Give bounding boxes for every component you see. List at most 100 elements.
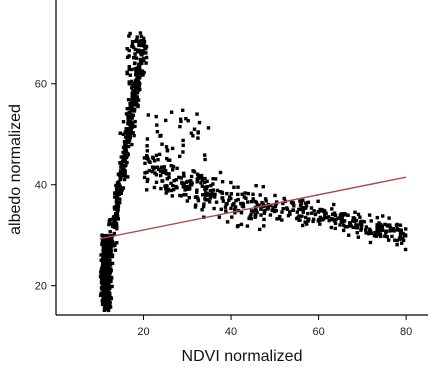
data-point [342, 228, 346, 233]
data-point [249, 212, 253, 217]
data-point [126, 116, 130, 120]
data-point [385, 235, 389, 239]
data-point [239, 222, 244, 227]
data-point [102, 254, 106, 258]
data-point [221, 199, 225, 203]
data-point [196, 173, 200, 178]
data-point [362, 220, 366, 224]
data-point [108, 263, 113, 267]
data-point [105, 277, 109, 281]
data-point [137, 62, 141, 66]
data-point [132, 61, 137, 66]
data-point [217, 215, 221, 219]
data-point [145, 137, 150, 141]
data-point [135, 89, 139, 93]
data-point [275, 217, 279, 221]
data-point [194, 203, 198, 207]
data-point [359, 226, 364, 230]
y-axis-label: albedo normalized [7, 104, 24, 235]
data-point [220, 180, 225, 184]
data-point [112, 205, 117, 209]
data-point [249, 199, 254, 204]
data-point [131, 45, 136, 50]
data-point [347, 233, 351, 237]
data-point [282, 196, 286, 201]
data-point [130, 43, 135, 47]
data-point [130, 91, 134, 95]
data-point [354, 226, 359, 230]
data-point [383, 222, 387, 227]
data-point [168, 158, 172, 162]
data-point [105, 262, 110, 266]
data-point [189, 183, 194, 187]
x-tick-label: 80 [400, 326, 412, 338]
data-point [114, 183, 118, 188]
data-point [395, 228, 399, 232]
data-point [136, 103, 140, 108]
data-point [130, 142, 134, 147]
data-point [274, 209, 278, 213]
data-point [134, 99, 138, 103]
data-point [105, 246, 109, 250]
data-point [364, 228, 368, 232]
data-point [128, 31, 132, 36]
data-point [113, 214, 117, 219]
data-point [311, 219, 315, 224]
data-point [196, 176, 201, 181]
data-point [144, 55, 149, 60]
data-point [153, 171, 157, 175]
data-point [140, 69, 145, 73]
data-point [306, 211, 310, 216]
data-point [111, 217, 115, 221]
data-point [354, 223, 358, 227]
data-point [196, 131, 200, 135]
data-point [139, 34, 144, 39]
data-point [143, 171, 147, 175]
data-point [165, 177, 169, 181]
data-point [134, 78, 139, 82]
data-point [195, 180, 199, 184]
data-point [127, 82, 131, 86]
data-point [179, 117, 183, 121]
data-point [187, 184, 191, 189]
data-point [339, 218, 344, 222]
data-point [351, 219, 355, 223]
data-point [343, 212, 348, 217]
data-point [311, 217, 316, 221]
data-point [303, 220, 307, 224]
data-point [137, 42, 141, 46]
data-point [393, 238, 397, 242]
data-point [262, 211, 267, 215]
data-point [377, 228, 381, 232]
y-tick-label: 60 [35, 79, 47, 91]
data-point [392, 229, 396, 233]
data-point [141, 36, 146, 40]
data-point [330, 212, 335, 216]
data-point [115, 208, 119, 212]
data-point [101, 238, 106, 243]
data-point [201, 193, 205, 197]
data-point [229, 180, 233, 185]
data-point [135, 38, 139, 42]
data-point [240, 201, 244, 206]
data-point [189, 174, 194, 179]
data-point [120, 171, 124, 176]
data-point [239, 211, 244, 215]
data-point [132, 89, 136, 93]
data-point [126, 133, 130, 137]
data-point [145, 149, 149, 153]
data-point [100, 264, 105, 268]
data-point [126, 144, 131, 149]
x-tick-label: 60 [312, 326, 324, 338]
data-point [181, 185, 185, 189]
data-point [356, 235, 360, 239]
data-point [339, 212, 343, 216]
data-point [114, 212, 118, 216]
data-point [297, 207, 301, 212]
data-point [310, 211, 314, 215]
data-point [138, 39, 142, 43]
data-point [356, 212, 361, 217]
data-point [99, 277, 104, 281]
data-point [254, 184, 258, 188]
data-point [118, 197, 122, 201]
